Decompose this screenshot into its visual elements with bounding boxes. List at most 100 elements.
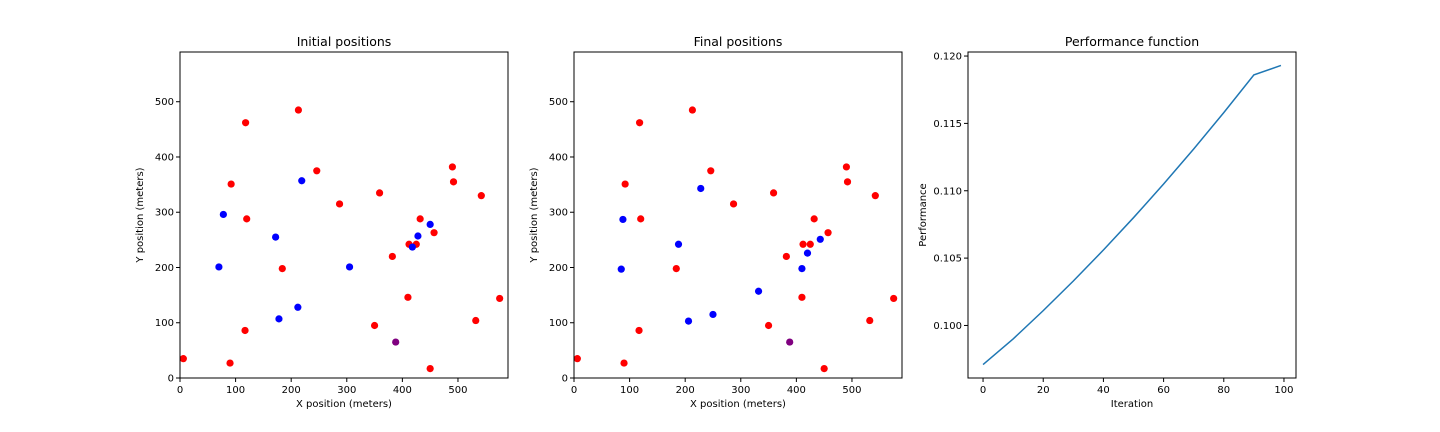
data-point [416,215,424,223]
x-axis-label: X position (meters) [296,399,392,410]
data-point [709,310,717,319]
data-point [697,184,705,193]
data-point [824,229,832,237]
y-axis-label: Y position (meters) [135,167,146,263]
x-tick-label: 40 [1097,385,1110,396]
x-tick-label: 100 [620,385,639,396]
x-tick-label: 100 [1274,385,1293,396]
y-tick-label: 100 [549,318,568,329]
data-point [866,316,874,325]
y-tick-label: 500 [549,97,568,108]
x-tick-label: 500 [842,385,861,396]
data-point [226,359,234,367]
data-point [392,338,400,346]
y-tick-label: 0.100 [933,321,962,332]
data-point [799,240,807,248]
data-point [219,210,227,219]
y-tick-label: 0.110 [933,186,962,197]
data-point [472,316,480,325]
data-point [426,220,434,228]
y-tick-label: 100 [155,318,174,329]
data-point [430,229,438,237]
data-point [241,326,249,335]
x-axis-label: X position (meters) [690,399,786,410]
data-point [688,106,697,114]
data-point [798,293,806,301]
x-tick-label: 200 [282,385,301,396]
data-point [278,264,286,273]
data-point [375,189,384,197]
y-tick-label: 0.120 [933,52,962,63]
series-line [982,64,1282,366]
data-point [636,119,644,127]
data-point [243,215,251,223]
data-point [754,287,763,295]
data-point [729,200,738,208]
axes-frame [573,51,903,379]
y-axis-label: Y position (meters) [529,167,540,263]
chart-title: Final positions [694,34,783,49]
data-point [810,215,818,223]
data-point [449,178,458,186]
data-point [370,321,379,330]
data-point [617,265,625,273]
y-tick-label: 400 [549,152,568,163]
data-point [313,167,321,175]
data-point [426,365,434,373]
x-tick-label: 200 [676,385,695,396]
data-point [448,163,457,171]
data-point [806,240,814,248]
data-point [335,200,344,208]
data-point [843,178,852,186]
data-point [620,359,628,367]
data-point [672,264,680,273]
x-tick-label: 400 [393,385,412,396]
data-point [769,189,778,197]
data-point [345,263,354,271]
data-point [242,119,250,127]
y-tick-label: 300 [155,208,174,219]
y-tick-label: 0 [168,374,174,385]
data-point [388,252,396,261]
chart-title: Performance function [1065,34,1199,49]
data-point [764,321,773,330]
data-point [227,180,235,188]
data-point [635,326,643,335]
y-tick-label: 0 [562,374,568,385]
x-tick-label: 300 [731,385,750,396]
data-point [637,215,645,223]
x-tick-label: 0 [571,385,577,396]
x-tick-label: 80 [1217,385,1230,396]
x-tick-label: 20 [1037,385,1050,396]
data-point [414,232,422,240]
x-tick-label: 500 [448,385,467,396]
data-point [573,355,581,363]
data-point [798,264,806,273]
data-point [890,294,898,303]
data-point [179,355,187,363]
data-point [275,315,283,323]
y-tick-label: 400 [155,152,174,163]
data-point [674,240,683,248]
data-point [294,303,302,311]
data-point [215,263,223,271]
y-tick-label: 300 [549,208,568,219]
chart-2: Final positions 0 100 200 300 400 500 0 100 200 30… [529,34,903,410]
data-point [477,192,485,200]
x-tick-label: 60 [1157,385,1170,396]
data-point [782,252,790,261]
axes-frame [967,51,1297,379]
data-point [619,215,627,224]
chart-3: Performance function 0 20 40 60 80 100 0.100 0.1… [918,34,1297,410]
data-point [871,192,879,200]
data-point [842,163,851,171]
y-tick-label: 200 [549,263,568,274]
data-point [684,317,693,325]
y-tick-label: 200 [155,263,174,274]
data-point [298,177,306,185]
x-tick-label: 100 [226,385,245,396]
data-point [621,180,629,188]
data-point [294,106,303,114]
x-tick-label: 300 [337,385,356,396]
